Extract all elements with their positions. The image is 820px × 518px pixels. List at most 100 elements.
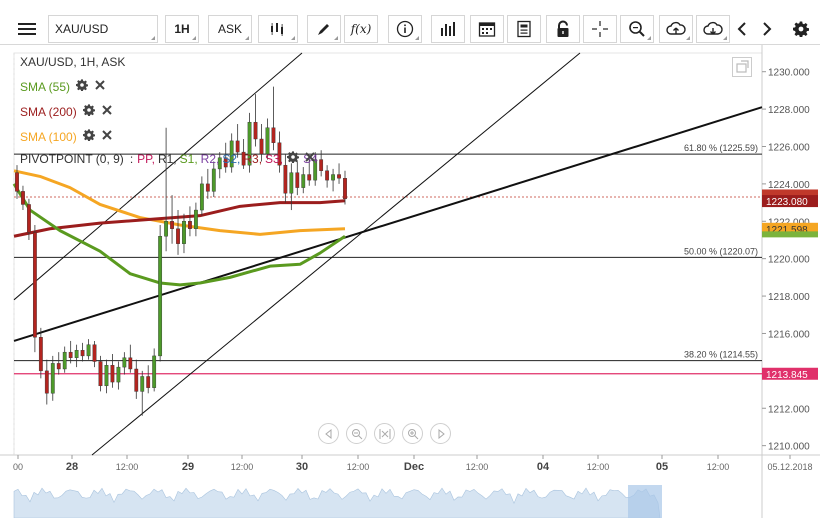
indicators-button[interactable]: f(x)	[344, 15, 378, 43]
indicator-remove-icon[interactable]	[101, 129, 113, 144]
candle-body	[283, 164, 288, 194]
chart-type-button[interactable]	[258, 15, 298, 43]
candle	[217, 152, 222, 179]
price-tag-label: 1223.080	[766, 197, 808, 208]
candle-body	[259, 138, 264, 155]
crosshair-icon	[592, 21, 608, 37]
notes-button[interactable]	[507, 15, 541, 43]
y-tick-label: 1218.000	[768, 292, 810, 303]
candle	[68, 340, 73, 364]
candle-body	[110, 365, 115, 383]
pivot-label: PIVOTPOINT (0, 9)	[20, 151, 124, 166]
candle	[38, 327, 43, 379]
price-tag-bg	[762, 195, 818, 208]
settings-button[interactable]	[790, 15, 812, 43]
price-tag-bg	[762, 367, 818, 380]
crosshair-button[interactable]	[583, 15, 617, 43]
candle-body	[176, 228, 180, 244]
zoom-button[interactable]	[620, 15, 654, 43]
download-button[interactable]	[696, 15, 730, 43]
price-chart[interactable]: 1230.000 1228.000 1226.000 1224.000 1222.000…	[0, 45, 820, 518]
candle	[188, 206, 192, 237]
trendline	[13, 52, 303, 301]
candle-body	[188, 221, 192, 229]
y-tick-label: 1220.000	[768, 255, 810, 266]
info-button[interactable]	[388, 15, 422, 43]
nav-forward-button[interactable]	[430, 423, 451, 444]
fibonacci-label: 38.20 % (1214.55)	[684, 350, 758, 360]
indicator-remove-icon[interactable]	[94, 79, 106, 94]
indicator-settings-icon[interactable]	[287, 151, 300, 166]
y-tick-label: 1228.000	[768, 105, 810, 116]
calendar-button[interactable]	[470, 15, 504, 43]
candle	[176, 210, 180, 255]
sma-55-line	[12, 183, 346, 287]
candle	[104, 359, 109, 394]
symbol-select[interactable]: XAU/USD	[48, 15, 158, 43]
fx-label: f(x)	[350, 22, 372, 36]
candle	[319, 150, 324, 177]
candle	[146, 365, 151, 394]
cloud-upload-icon	[666, 21, 686, 35]
candle	[158, 225, 163, 362]
document-icon	[517, 20, 531, 38]
lock-button[interactable]	[546, 15, 580, 43]
draw-tool-button[interactable]	[307, 15, 341, 43]
pivot-level-s2: S2,	[222, 151, 241, 166]
toolbar: XAU/USD 1H ASK f(x)	[0, 0, 820, 45]
x-tick-label: Dec	[404, 461, 424, 473]
timeframe-value: 1H	[174, 22, 190, 36]
price-type-select[interactable]: ASK	[208, 15, 252, 43]
candle-body	[92, 344, 97, 362]
volume-area	[13, 485, 662, 518]
x-tick-label: 12:00	[466, 462, 489, 472]
candle-body	[32, 232, 37, 338]
volume-button[interactable]	[431, 15, 465, 43]
pivot-level-r1: R1,	[157, 151, 177, 166]
indicator-settings-icon[interactable]	[82, 129, 95, 144]
candle-body	[319, 159, 324, 171]
candle	[259, 124, 264, 162]
candle	[164, 127, 168, 252]
chevron-right-icon	[763, 22, 772, 36]
indicator-remove-icon[interactable]	[101, 104, 113, 119]
upload-button[interactable]	[659, 15, 693, 43]
gear-icon	[82, 104, 95, 117]
candle	[271, 86, 276, 151]
bar-chart-icon	[441, 22, 455, 36]
candle-body	[325, 170, 330, 181]
y-tick-label: 1216.000	[768, 329, 810, 340]
nav-zoom-in-button[interactable]	[402, 423, 423, 444]
timeframe-select[interactable]: 1H	[165, 15, 199, 43]
candle-body	[128, 357, 133, 370]
chart-area[interactable]: 1230.000 1228.000 1226.000 1224.000 1222.000…	[0, 45, 820, 518]
x-tick-label: 12:00	[231, 462, 254, 472]
candle	[265, 118, 270, 160]
indicator-settings-icon[interactable]	[76, 79, 89, 94]
candle	[194, 202, 198, 237]
indicator-settings-icon[interactable]	[82, 104, 95, 119]
scroll-left-button[interactable]	[732, 15, 752, 43]
x-tick-label: 29	[182, 461, 194, 473]
indicator-remove-icon[interactable]	[304, 151, 316, 166]
close-icon	[101, 105, 112, 115]
menu-button[interactable]	[12, 15, 42, 43]
hamburger-menu-icon	[18, 23, 36, 35]
candle-body	[38, 337, 43, 372]
close-icon	[305, 152, 315, 162]
candle	[98, 355, 103, 392]
fibonacci-label: 50.00 % (1220.07)	[684, 246, 758, 256]
candle-body	[104, 365, 109, 387]
indicator-sma-100: SMA (100)	[20, 129, 113, 144]
popout-button[interactable]	[732, 57, 752, 77]
candle-body	[98, 361, 103, 387]
nav-reset-button[interactable]	[374, 423, 395, 444]
nav-back-button[interactable]	[318, 423, 339, 444]
candle-body	[253, 121, 258, 140]
candle	[241, 139, 246, 169]
nav-zoom-out-button[interactable]	[346, 423, 367, 444]
scroll-right-button[interactable]	[757, 15, 777, 43]
price-type-value: ASK	[217, 22, 242, 36]
zoom-out-icon	[351, 428, 362, 439]
candle	[15, 165, 19, 199]
